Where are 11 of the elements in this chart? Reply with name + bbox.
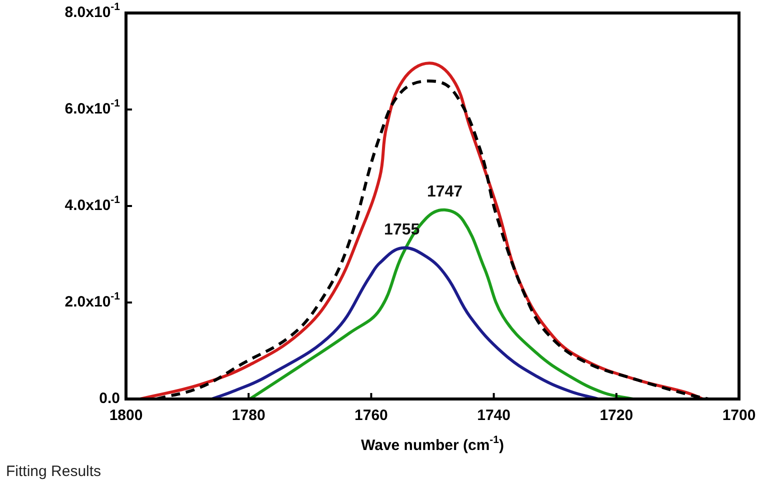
x-tick-label: 1720 — [600, 407, 634, 424]
x-tick-label: 1800 — [109, 407, 143, 424]
x-tick-label: 1760 — [354, 407, 388, 424]
line-series — [210, 246, 600, 399]
y-tick-label: 0.0 — [99, 390, 120, 408]
x-tick-label: 1780 — [232, 407, 266, 424]
x-tick-label: 1700 — [722, 407, 756, 424]
line-series — [248, 208, 634, 399]
x-tick-label: 1740 — [477, 407, 510, 424]
annotation: 1747 — [426, 183, 463, 200]
text: Fitting Results — [6, 463, 102, 480]
